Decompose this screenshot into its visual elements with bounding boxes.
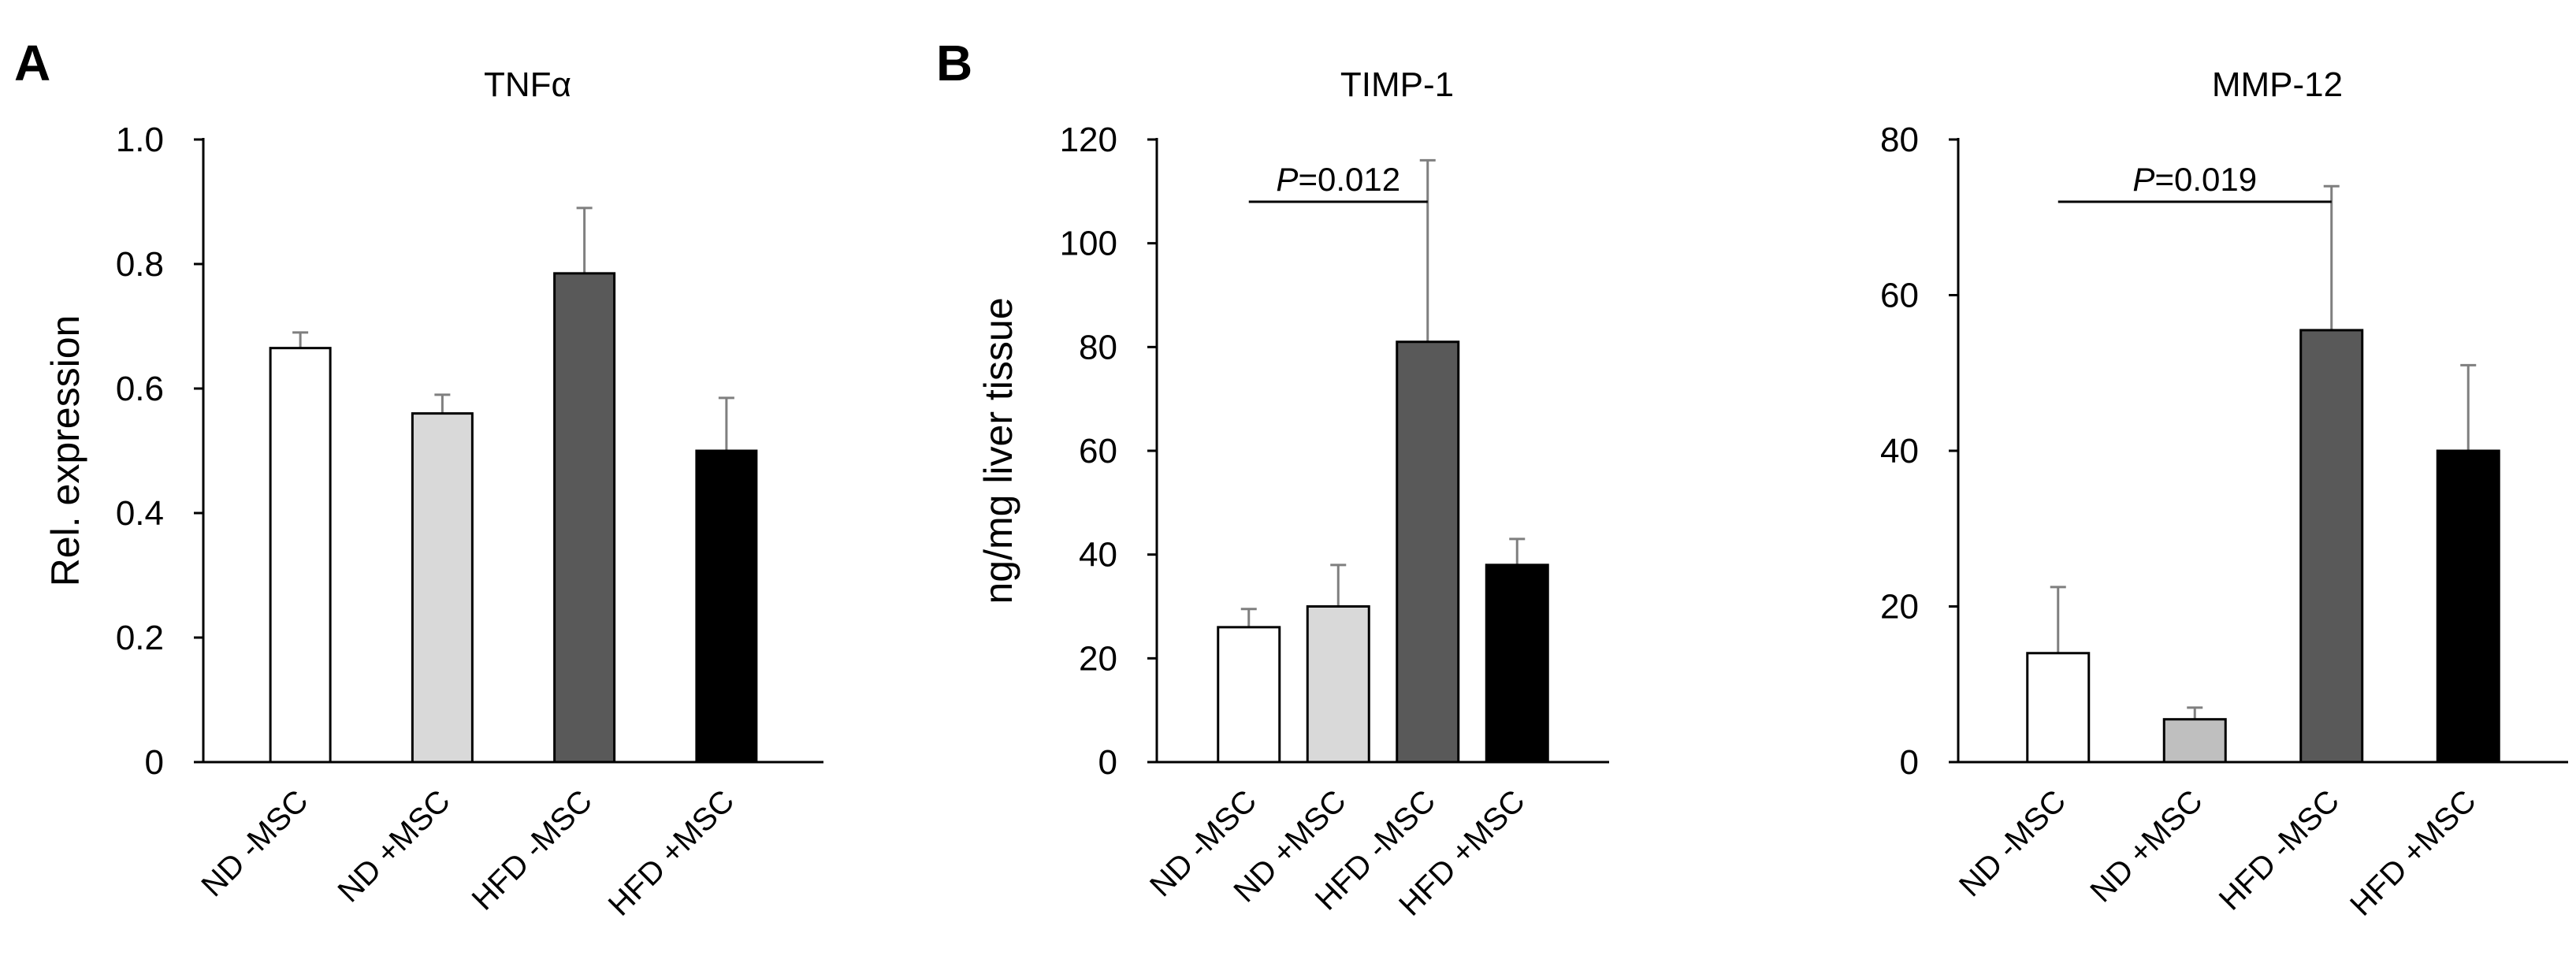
bar [2436,449,2500,764]
bar [553,272,616,764]
p-value-number: =0.012 [1298,161,1400,198]
chart-title: TIMP-1 [1340,65,1454,104]
p-value-symbol: P [1276,161,1298,198]
chart-title: TNFα [484,65,571,104]
y-tick-label: 80 [1079,328,1117,366]
x-tick-label: HFD -MSC [2213,783,2346,917]
y-tick-label: 40 [1880,432,1919,470]
p-value-number: =0.019 [2154,161,2257,198]
y-tick-label: 20 [1880,588,1919,627]
bar [2162,718,2227,764]
y-axis-label: ng/mg liver tissue [976,297,1020,604]
y-tick-label: 100 [1060,225,1117,263]
x-tick-label: ND +MSC [332,783,457,909]
y-tick-label: 0.6 [116,370,164,408]
bar [2299,329,2364,764]
x-tick-label: ND -MSC [1953,783,2072,903]
x-tick-label: HFD +MSC [2344,783,2482,922]
bar [411,412,474,764]
y-tick-label: 0 [1900,743,1919,782]
x-tick-label: HFD -MSC [466,783,599,917]
bar [1217,626,1281,764]
y-tick-label: 0 [1098,743,1117,782]
y-tick-label: 40 [1079,536,1117,575]
y-tick-label: 0.8 [116,245,164,284]
bar [1396,340,1460,764]
y-tick-label: 80 [1880,121,1919,159]
p-value-symbol: P [2132,161,2154,198]
panel-letter-b: B [936,35,972,91]
y-tick-label: 0.4 [116,494,164,533]
x-tick-label: HFD +MSC [602,783,741,922]
p-value-label: P=0.012 [1276,161,1400,198]
chart-title: MMP-12 [2212,65,2343,104]
x-tick-label: ND -MSC [195,783,314,903]
y-tick-label: 60 [1079,432,1117,470]
chart-timp1: TIMP-1ng/mg liver tissue020406080100120N… [976,65,1609,923]
x-tick-label: ND +MSC [2083,783,2209,909]
panel-letter-a: A [14,35,50,91]
y-axis-label: Rel. expression [43,315,87,587]
y-tick-label: 60 [1880,277,1919,315]
bar [2026,652,2091,764]
p-value-label: P=0.019 [2132,161,2257,198]
bar [269,347,332,764]
y-tick-label: 120 [1060,121,1117,159]
y-tick-label: 1.0 [116,121,164,159]
y-tick-label: 0 [145,743,164,782]
chart-mmp12: MMP-12 0 20 40 60 80 ND -MSC ND +MSC HFD -MSCHFD… [1880,65,2568,923]
bar [1306,605,1370,764]
chart-tnfa: TNFα Rel. expression 0 0.2 0.4 0.6 0.8 1.0 ND -M… [43,65,823,923]
y-tick-label: 0.2 [116,619,164,657]
y-tick-label: 20 [1079,639,1117,678]
bar [695,449,758,764]
bar [1485,563,1549,764]
